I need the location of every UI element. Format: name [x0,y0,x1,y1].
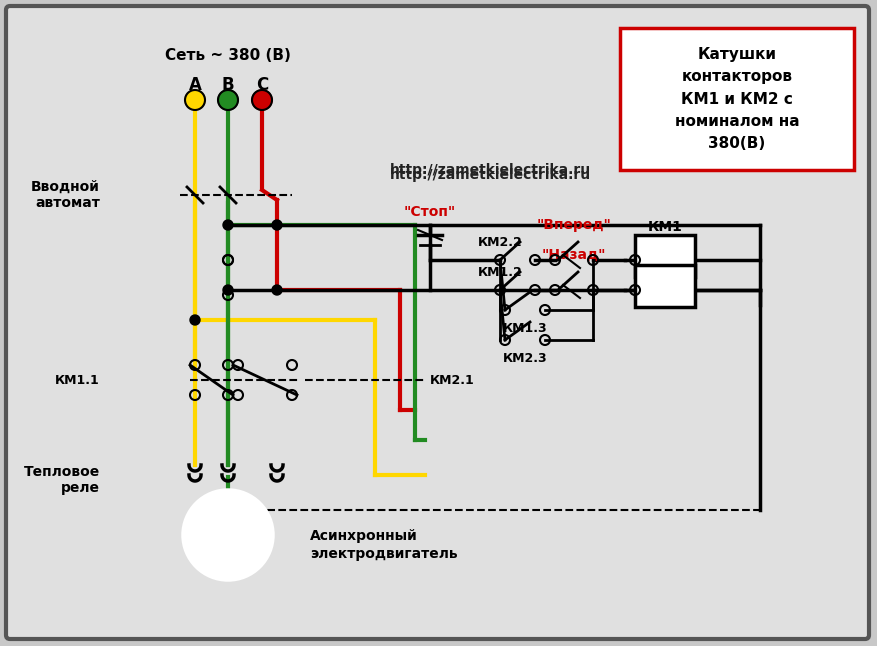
Circle shape [183,490,273,580]
Text: Тепловое
реле: Тепловое реле [24,465,100,495]
Text: Асинхронный
электродвигатель: Асинхронный электродвигатель [310,529,458,561]
FancyBboxPatch shape [6,6,869,639]
Circle shape [185,90,205,110]
Text: B: B [222,76,234,94]
Text: A: A [189,76,202,94]
Text: КМ1.1: КМ1.1 [55,373,100,386]
Text: КМ2.1: КМ2.1 [430,373,474,386]
Text: КМ1.3: КМ1.3 [503,322,547,335]
Text: http://zametkielectrika.ru: http://zametkielectrika.ru [389,163,590,177]
Text: КМ1: КМ1 [647,220,682,234]
Circle shape [190,315,200,325]
Text: Катушки
контакторов
КМ1 и КМ2 с
номиналом на
380(В): Катушки контакторов КМ1 и КМ2 с номинало… [674,47,799,151]
Text: Вводной
автомат: Вводной автомат [31,180,100,210]
Text: "Стоп": "Стоп" [404,205,456,219]
Text: КМ2: КМ2 [647,250,682,264]
Text: Сеть ~ 380 (В): Сеть ~ 380 (В) [165,48,291,63]
Text: КМ2.2: КМ2.2 [478,236,523,249]
Circle shape [252,90,272,110]
Text: "Вперед": "Вперед" [537,218,611,232]
Circle shape [223,220,233,230]
Text: "Назад": "Назад" [542,248,606,262]
Text: КМ1.2: КМ1.2 [478,266,523,278]
Circle shape [272,285,282,295]
FancyBboxPatch shape [635,265,695,307]
Circle shape [223,285,233,295]
FancyBboxPatch shape [635,235,695,277]
Text: C: C [256,76,268,94]
FancyBboxPatch shape [620,28,854,170]
Circle shape [272,220,282,230]
Circle shape [218,90,238,110]
Text: http://zametkielectrika.ru: http://zametkielectrika.ru [389,168,590,182]
Text: КМ2.3: КМ2.3 [503,351,547,364]
